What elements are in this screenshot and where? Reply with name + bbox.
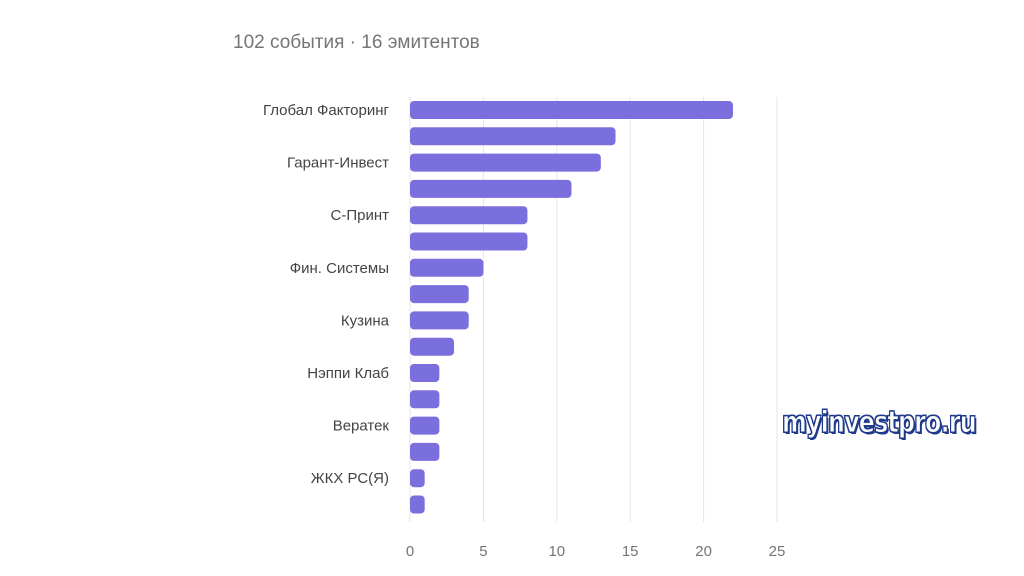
- bar-12: [410, 416, 440, 435]
- bar-7: [410, 285, 469, 304]
- bar-14: [410, 469, 425, 488]
- bar-8: [410, 311, 469, 330]
- category-label: Глобал Факторинг: [263, 102, 390, 119]
- x-axis-ticks: 0 5 10 15 20 25: [406, 543, 786, 560]
- category-label: С-Принт: [331, 207, 390, 224]
- bar-13: [410, 442, 440, 461]
- bar-0: [410, 101, 733, 119]
- watermark-logo: myinvestpro.ru: [782, 405, 977, 440]
- category-label: Гарант-Инвест: [287, 155, 389, 172]
- category-label: ЖКХ РС(Я): [311, 470, 389, 487]
- x-tick-label: 15: [622, 543, 639, 560]
- bar-1: [410, 127, 616, 146]
- category-label: Вератек: [333, 418, 390, 435]
- category-label: Нэппи Клаб: [307, 365, 389, 382]
- bar-6: [410, 258, 484, 277]
- chart-title: 102 события · 16 эмитентов: [233, 32, 480, 53]
- bar-10: [410, 364, 440, 382]
- x-tick-label: 5: [479, 543, 487, 560]
- bar-5: [410, 232, 528, 251]
- bar-15: [410, 495, 425, 514]
- bar-9: [410, 337, 455, 356]
- bar-11: [410, 390, 440, 409]
- x-tick-label: 10: [548, 543, 565, 560]
- category-label: Фин. Системы: [290, 260, 389, 277]
- bar-3: [410, 179, 572, 198]
- x-tick-label: 0: [406, 543, 414, 560]
- bars: [410, 101, 733, 514]
- bar-4: [410, 206, 528, 225]
- category-label: Кузина: [341, 312, 390, 329]
- bar-2: [410, 153, 601, 172]
- category-labels: Глобал Факторинг Гарант-Инвест С-Принт Фин.…: [263, 102, 390, 487]
- x-tick-label: 25: [769, 543, 786, 560]
- x-tick-label: 20: [695, 543, 712, 560]
